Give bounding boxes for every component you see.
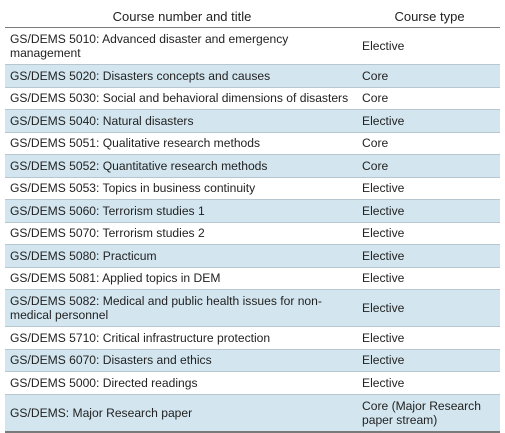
course-title-cell: GS/DEMS 5051: Qualitative research metho… — [5, 132, 359, 155]
table-header: Course number and title Course type — [5, 5, 500, 28]
course-table: Course number and title Course type GS/D… — [5, 5, 500, 433]
course-title-cell: GS/DEMS 5040: Natural disasters — [5, 109, 359, 133]
course-title-cell: GS/DEMS 5082: Medical and public health … — [5, 289, 359, 327]
course-title-cell: GS/DEMS 6070: Disasters and ethics — [5, 349, 359, 372]
course-title-cell: GS/DEMS 5030: Social and behavioral dime… — [5, 87, 359, 110]
table-row: GS/DEMS 5081: Applied topics in DEM Elect… — [5, 267, 500, 290]
course-type-cell: Elective — [359, 349, 500, 372]
table-row: GS/DEMS 5082: Medical and public health … — [5, 289, 500, 327]
table-row: GS/DEMS 6070: Disasters and ethics Electi… — [5, 349, 500, 372]
course-title-cell: GS/DEMS 5010: Advanced disaster and emer… — [5, 27, 359, 65]
course-type-cell: Elective — [359, 267, 500, 290]
table-row: GS/DEMS 5000: Directed readings Elective — [5, 371, 500, 395]
course-type-cell: Elective — [359, 289, 500, 327]
course-title-cell: GS/DEMS 5081: Applied topics in DEM — [5, 267, 359, 290]
course-type-cell: Elective — [359, 199, 500, 223]
course-type-cell: Elective — [359, 109, 500, 133]
course-type-cell: Elective — [359, 27, 500, 65]
table-row: GS/DEMS 5070: Terrorism studies 2 Electiv… — [5, 222, 500, 245]
course-type-cell: Elective — [359, 222, 500, 245]
course-title-cell: GS/DEMS 5020: Disasters concepts and cau… — [5, 64, 359, 88]
course-type-cell: Core — [359, 87, 500, 110]
course-table-container: Course number and title Course type GS/D… — [5, 5, 500, 433]
table-row: GS/DEMS 5051: Qualitative research metho… — [5, 132, 500, 155]
table-row: GS/DEMS 5030: Social and behavioral dime… — [5, 87, 500, 110]
course-type-cell: Elective — [359, 326, 500, 350]
table-row: GS/DEMS 5710: Critical infrastructure pr… — [5, 326, 500, 350]
course-title-cell: GS/DEMS 5000: Directed readings — [5, 371, 359, 395]
table-row: GS/DEMS 5080: Practicum Elective — [5, 244, 500, 268]
table-row: GS/DEMS 5010: Advanced disaster and emer… — [5, 27, 500, 65]
table-row: GS/DEMS 5053: Topics in business continu… — [5, 177, 500, 200]
course-title-cell: GS/DEMS 5080: Practicum — [5, 244, 359, 268]
course-type-cell: Core — [359, 64, 500, 88]
table-row: GS/DEMS 5052: Quantitative research meth… — [5, 154, 500, 178]
table-row: GS/DEMS 5060: Terrorism studies 1 Electiv… — [5, 199, 500, 223]
course-type-cell: Elective — [359, 177, 500, 200]
course-title-cell: GS/DEMS 5052: Quantitative research meth… — [5, 154, 359, 178]
course-title-cell: GS/DEMS 5710: Critical infrastructure pr… — [5, 326, 359, 350]
table-body: GS/DEMS 5010: Advanced disaster and emer… — [5, 27, 500, 433]
header-course-number-title: Course number and title — [5, 5, 359, 28]
table-row: GS/DEMS 5020: Disasters concepts and cau… — [5, 64, 500, 88]
course-type-cell: Core — [359, 154, 500, 178]
course-title-cell: GS/DEMS 5053: Topics in business continu… — [5, 177, 359, 200]
header-course-type: Course type — [359, 5, 500, 28]
course-type-cell: Elective — [359, 371, 500, 395]
course-title-cell: GS/DEMS 5070: Terrorism studies 2 — [5, 222, 359, 245]
table-row: GS/DEMS 5040: Natural disasters Elective — [5, 109, 500, 133]
course-type-cell: Core — [359, 132, 500, 155]
course-title-cell: GS/DEMS 5060: Terrorism studies 1 — [5, 199, 359, 223]
course-type-cell: Elective — [359, 244, 500, 268]
